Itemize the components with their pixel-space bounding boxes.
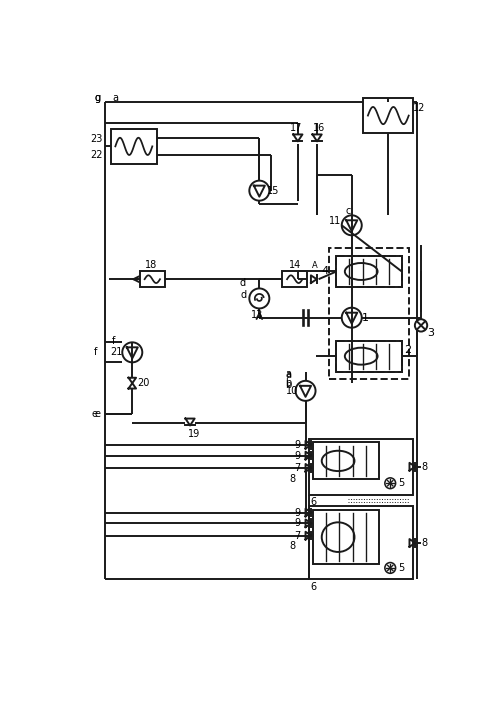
Text: a: a <box>286 369 291 379</box>
Text: 5: 5 <box>399 563 405 573</box>
Text: b: b <box>286 379 292 390</box>
Text: 17: 17 <box>290 123 302 133</box>
Text: 7: 7 <box>294 531 300 541</box>
Text: g: g <box>94 93 101 103</box>
Text: 1: 1 <box>362 313 369 323</box>
Text: 16: 16 <box>313 123 325 133</box>
Bar <box>309 506 413 579</box>
Circle shape <box>385 563 396 574</box>
Bar <box>336 256 402 287</box>
Bar <box>336 341 402 372</box>
Text: 9: 9 <box>294 518 300 528</box>
Text: a: a <box>286 370 291 380</box>
Text: 21: 21 <box>111 347 123 357</box>
Bar <box>313 511 379 564</box>
Text: 9: 9 <box>294 450 300 460</box>
Text: 2: 2 <box>405 345 412 355</box>
Bar <box>313 442 379 480</box>
Bar <box>140 271 165 287</box>
Text: d: d <box>241 289 247 299</box>
Bar <box>283 271 307 287</box>
Circle shape <box>415 319 427 332</box>
Text: 8: 8 <box>289 541 295 551</box>
Text: 22: 22 <box>90 150 103 160</box>
Text: 5: 5 <box>399 478 405 488</box>
Text: 20: 20 <box>137 378 149 388</box>
Text: a: a <box>112 93 119 103</box>
Text: g: g <box>94 93 101 103</box>
Text: 6: 6 <box>310 582 316 592</box>
Text: 15: 15 <box>267 185 280 195</box>
Circle shape <box>385 478 396 488</box>
Text: 23: 23 <box>91 134 103 144</box>
Text: e: e <box>95 409 101 419</box>
Text: 8: 8 <box>289 473 295 483</box>
Text: 18: 18 <box>145 261 157 271</box>
Text: A: A <box>312 261 318 270</box>
Text: 10: 10 <box>286 386 298 396</box>
Text: b: b <box>286 378 292 388</box>
Text: 9: 9 <box>294 440 300 450</box>
Text: 3: 3 <box>427 328 435 338</box>
Text: 13: 13 <box>251 310 263 320</box>
Text: 4: 4 <box>322 266 329 276</box>
Text: e: e <box>91 409 98 419</box>
Text: 6: 6 <box>310 498 316 508</box>
Text: 19: 19 <box>188 429 200 439</box>
Text: d: d <box>239 278 246 288</box>
Text: f: f <box>94 347 98 357</box>
Bar <box>309 439 413 495</box>
Text: 12: 12 <box>413 103 426 113</box>
Bar <box>329 248 410 379</box>
Text: f: f <box>112 336 115 346</box>
Bar <box>336 256 402 287</box>
Text: 7: 7 <box>294 463 300 473</box>
Text: c: c <box>345 206 351 216</box>
Text: 9: 9 <box>294 508 300 518</box>
Bar <box>111 129 157 164</box>
Bar <box>363 98 413 133</box>
Text: 8: 8 <box>421 538 427 548</box>
Text: 8: 8 <box>421 462 427 472</box>
Text: 14: 14 <box>288 261 301 271</box>
Bar <box>336 341 402 372</box>
Text: 11: 11 <box>329 216 341 226</box>
